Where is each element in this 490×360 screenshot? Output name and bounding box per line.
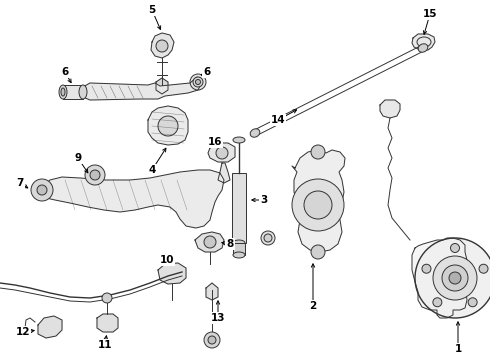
Polygon shape bbox=[156, 78, 168, 94]
Polygon shape bbox=[380, 100, 400, 118]
Ellipse shape bbox=[79, 85, 87, 99]
Ellipse shape bbox=[190, 74, 206, 90]
Ellipse shape bbox=[196, 80, 200, 85]
Text: 11: 11 bbox=[98, 340, 112, 350]
Circle shape bbox=[37, 185, 47, 195]
Polygon shape bbox=[218, 163, 230, 183]
Polygon shape bbox=[208, 143, 235, 162]
Text: 8: 8 bbox=[226, 239, 234, 249]
Text: 2: 2 bbox=[309, 301, 317, 311]
Circle shape bbox=[311, 145, 325, 159]
Circle shape bbox=[311, 245, 325, 259]
Text: 6: 6 bbox=[61, 67, 69, 77]
Circle shape bbox=[102, 293, 112, 303]
Ellipse shape bbox=[59, 85, 67, 99]
Text: 15: 15 bbox=[423, 9, 437, 19]
Circle shape bbox=[31, 179, 53, 201]
Circle shape bbox=[422, 264, 431, 273]
Circle shape bbox=[292, 179, 344, 231]
Text: 6: 6 bbox=[203, 67, 211, 77]
Text: 12: 12 bbox=[16, 327, 30, 337]
Circle shape bbox=[449, 272, 461, 284]
Circle shape bbox=[433, 298, 442, 307]
Text: 14: 14 bbox=[270, 115, 285, 125]
Polygon shape bbox=[412, 238, 470, 318]
Circle shape bbox=[204, 332, 220, 348]
Circle shape bbox=[204, 236, 216, 248]
Circle shape bbox=[85, 165, 105, 185]
Circle shape bbox=[156, 40, 168, 52]
Ellipse shape bbox=[250, 129, 260, 137]
Text: 10: 10 bbox=[160, 255, 174, 265]
Circle shape bbox=[468, 298, 477, 307]
Ellipse shape bbox=[261, 231, 275, 245]
Ellipse shape bbox=[418, 44, 428, 52]
Ellipse shape bbox=[193, 77, 203, 87]
Circle shape bbox=[479, 264, 488, 273]
Ellipse shape bbox=[264, 234, 272, 242]
Text: 7: 7 bbox=[16, 178, 24, 188]
Polygon shape bbox=[412, 34, 435, 50]
Text: 3: 3 bbox=[260, 195, 268, 205]
Circle shape bbox=[216, 147, 228, 159]
Text: 4: 4 bbox=[148, 165, 156, 175]
Polygon shape bbox=[38, 316, 62, 338]
Polygon shape bbox=[151, 33, 174, 58]
Circle shape bbox=[208, 336, 216, 344]
Polygon shape bbox=[292, 150, 345, 252]
Polygon shape bbox=[158, 263, 186, 284]
Circle shape bbox=[450, 243, 460, 252]
Text: 5: 5 bbox=[148, 5, 156, 15]
Polygon shape bbox=[206, 283, 218, 300]
Polygon shape bbox=[83, 77, 200, 100]
Text: 13: 13 bbox=[211, 313, 225, 323]
Bar bbox=[232, 173, 246, 243]
Bar bbox=[233, 243, 245, 255]
Circle shape bbox=[442, 265, 468, 291]
Circle shape bbox=[304, 191, 332, 219]
Circle shape bbox=[433, 256, 477, 300]
Text: 1: 1 bbox=[454, 344, 462, 354]
Bar bbox=[63, 85, 83, 99]
Ellipse shape bbox=[233, 240, 245, 246]
Ellipse shape bbox=[233, 252, 245, 258]
Circle shape bbox=[90, 170, 100, 180]
Text: 9: 9 bbox=[74, 153, 81, 163]
Polygon shape bbox=[195, 232, 224, 252]
Polygon shape bbox=[97, 314, 118, 332]
Ellipse shape bbox=[61, 88, 65, 96]
Circle shape bbox=[158, 116, 178, 136]
Ellipse shape bbox=[233, 137, 245, 143]
Polygon shape bbox=[148, 106, 188, 145]
Circle shape bbox=[415, 238, 490, 318]
Polygon shape bbox=[42, 170, 224, 228]
Text: 16: 16 bbox=[208, 137, 222, 147]
